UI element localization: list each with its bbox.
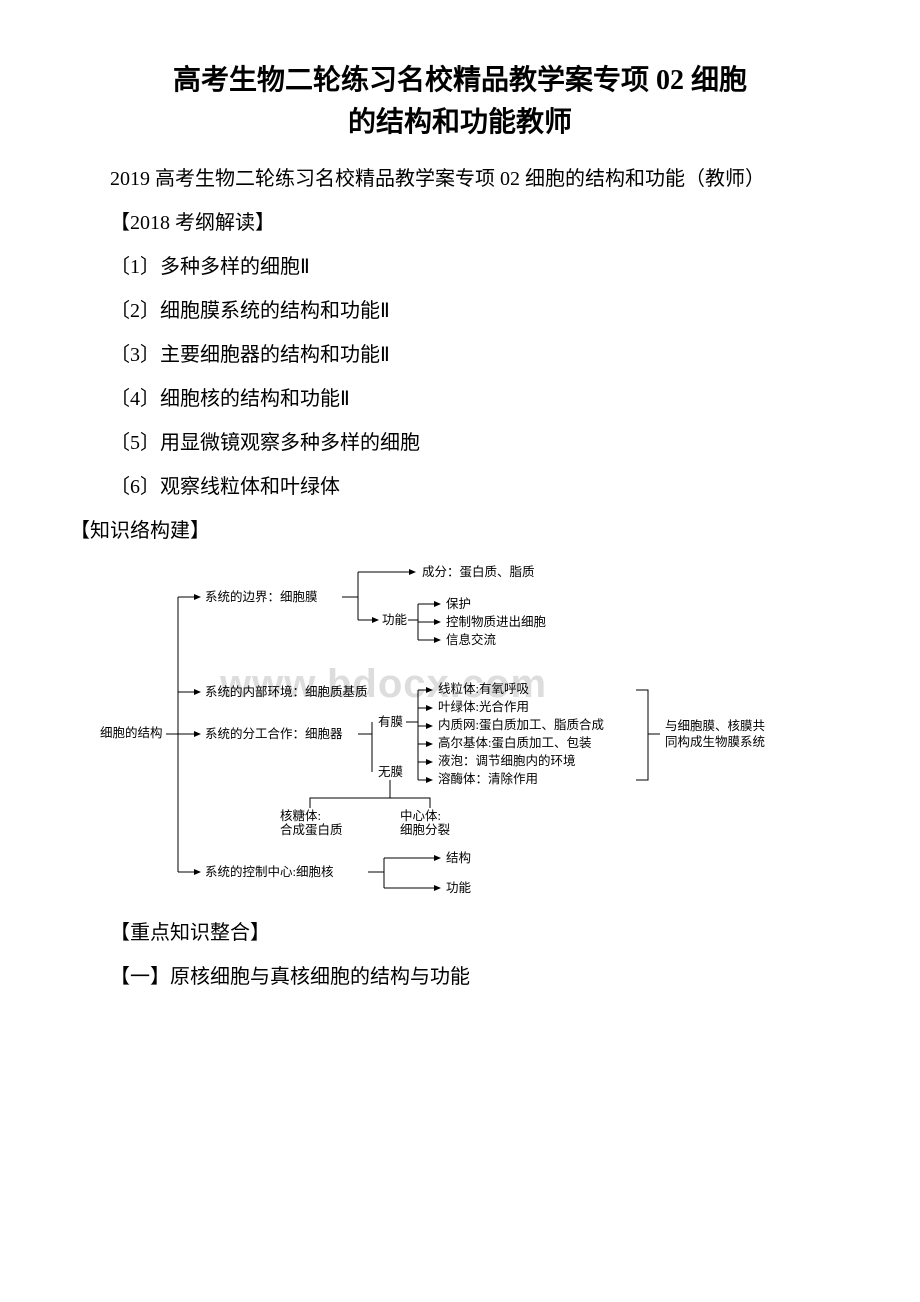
diagram-b4-c1: 结构	[446, 850, 471, 865]
outline-item: 〔1〕多种多样的细胞Ⅱ	[70, 248, 850, 286]
diagram-organelle: 高尔基体:蛋白质加工、包装	[438, 735, 591, 750]
diagram-nomem-1-top: 核糖体:	[280, 808, 321, 823]
concept-diagram: 细胞的结构 系统的边界：细胞膜 成分：蛋白质、脂质 功能 保护 控制物质进出细胞…	[100, 562, 850, 902]
outline-item: 〔3〕主要细胞器的结构和功能Ⅱ	[70, 336, 850, 374]
section-part1-heading: 【一】原核细胞与真核细胞的结构与功能	[70, 958, 850, 996]
outline-item: 〔2〕细胞膜系统的结构和功能Ⅱ	[70, 292, 850, 330]
diagram-b3-s2: 无膜	[378, 765, 403, 779]
diagram-right-note-1: 与细胞膜、核膜共	[665, 719, 765, 733]
diagram-svg: 细胞的结构 系统的边界：细胞膜 成分：蛋白质、脂质 功能 保护 控制物质进出细胞…	[100, 562, 900, 902]
diagram-organelle: 溶酶体：清除作用	[438, 771, 538, 786]
page-title: 高考生物二轮练习名校精品教学案专项 02 细胞 的结构和功能教师	[70, 60, 850, 144]
diagram-nomem-1-bottom: 合成蛋白质	[280, 822, 343, 837]
intro-paragraph: 2019 高考生物二轮练习名校精品教学案专项 02 细胞的结构和功能（教师）	[70, 160, 850, 198]
diagram-branch-3: 系统的分工合作：细胞器	[205, 726, 343, 741]
diagram-b1-func-1: 保护	[446, 597, 471, 611]
section-network-heading: 【知识络构建】	[70, 512, 850, 550]
diagram-branch-1: 系统的边界：细胞膜	[205, 589, 318, 604]
diagram-organelle: 内质网:蛋白质加工、脂质合成	[438, 717, 604, 732]
diagram-b1-func-2: 控制物质进出细胞	[446, 615, 547, 629]
title-line-2: 的结构和功能教师	[348, 107, 572, 138]
diagram-root: 细胞的结构	[100, 725, 163, 740]
diagram-b1-c2: 功能	[382, 613, 408, 627]
diagram-b1-c1: 成分：蛋白质、脂质	[422, 564, 535, 579]
outline-item: 〔6〕观察线粒体和叶绿体	[70, 468, 850, 506]
diagram-nomem-2-top: 中心体:	[400, 808, 441, 823]
diagram-right-note-2: 同构成生物膜系统	[665, 734, 765, 749]
diagram-branch-4: 系统的控制中心:细胞核	[205, 864, 334, 879]
title-line-1: 高考生物二轮练习名校精品教学案专项 02 细胞	[173, 65, 747, 96]
section-keypoints-heading: 【重点知识整合】	[70, 914, 850, 952]
diagram-organelle: 叶绿体:光合作用	[438, 699, 529, 714]
diagram-organelle: 线粒体:有氧呼吸	[438, 681, 529, 696]
diagram-organelle: 液泡：调节细胞内的环境	[438, 753, 576, 768]
outline-item: 〔5〕用显微镜观察多种多样的细胞	[70, 424, 850, 462]
diagram-b3-s1: 有膜	[378, 715, 403, 729]
diagram-b1-func-3: 信息交流	[446, 632, 497, 647]
diagram-branch-2: 系统的内部环境：细胞质基质	[205, 684, 368, 699]
section-outline-heading: 【2018 考纲解读】	[70, 204, 850, 242]
diagram-b4-c2: 功能	[446, 881, 472, 895]
outline-item: 〔4〕细胞核的结构和功能Ⅱ	[70, 380, 850, 418]
diagram-nomem-2-bottom: 细胞分裂	[400, 823, 450, 837]
